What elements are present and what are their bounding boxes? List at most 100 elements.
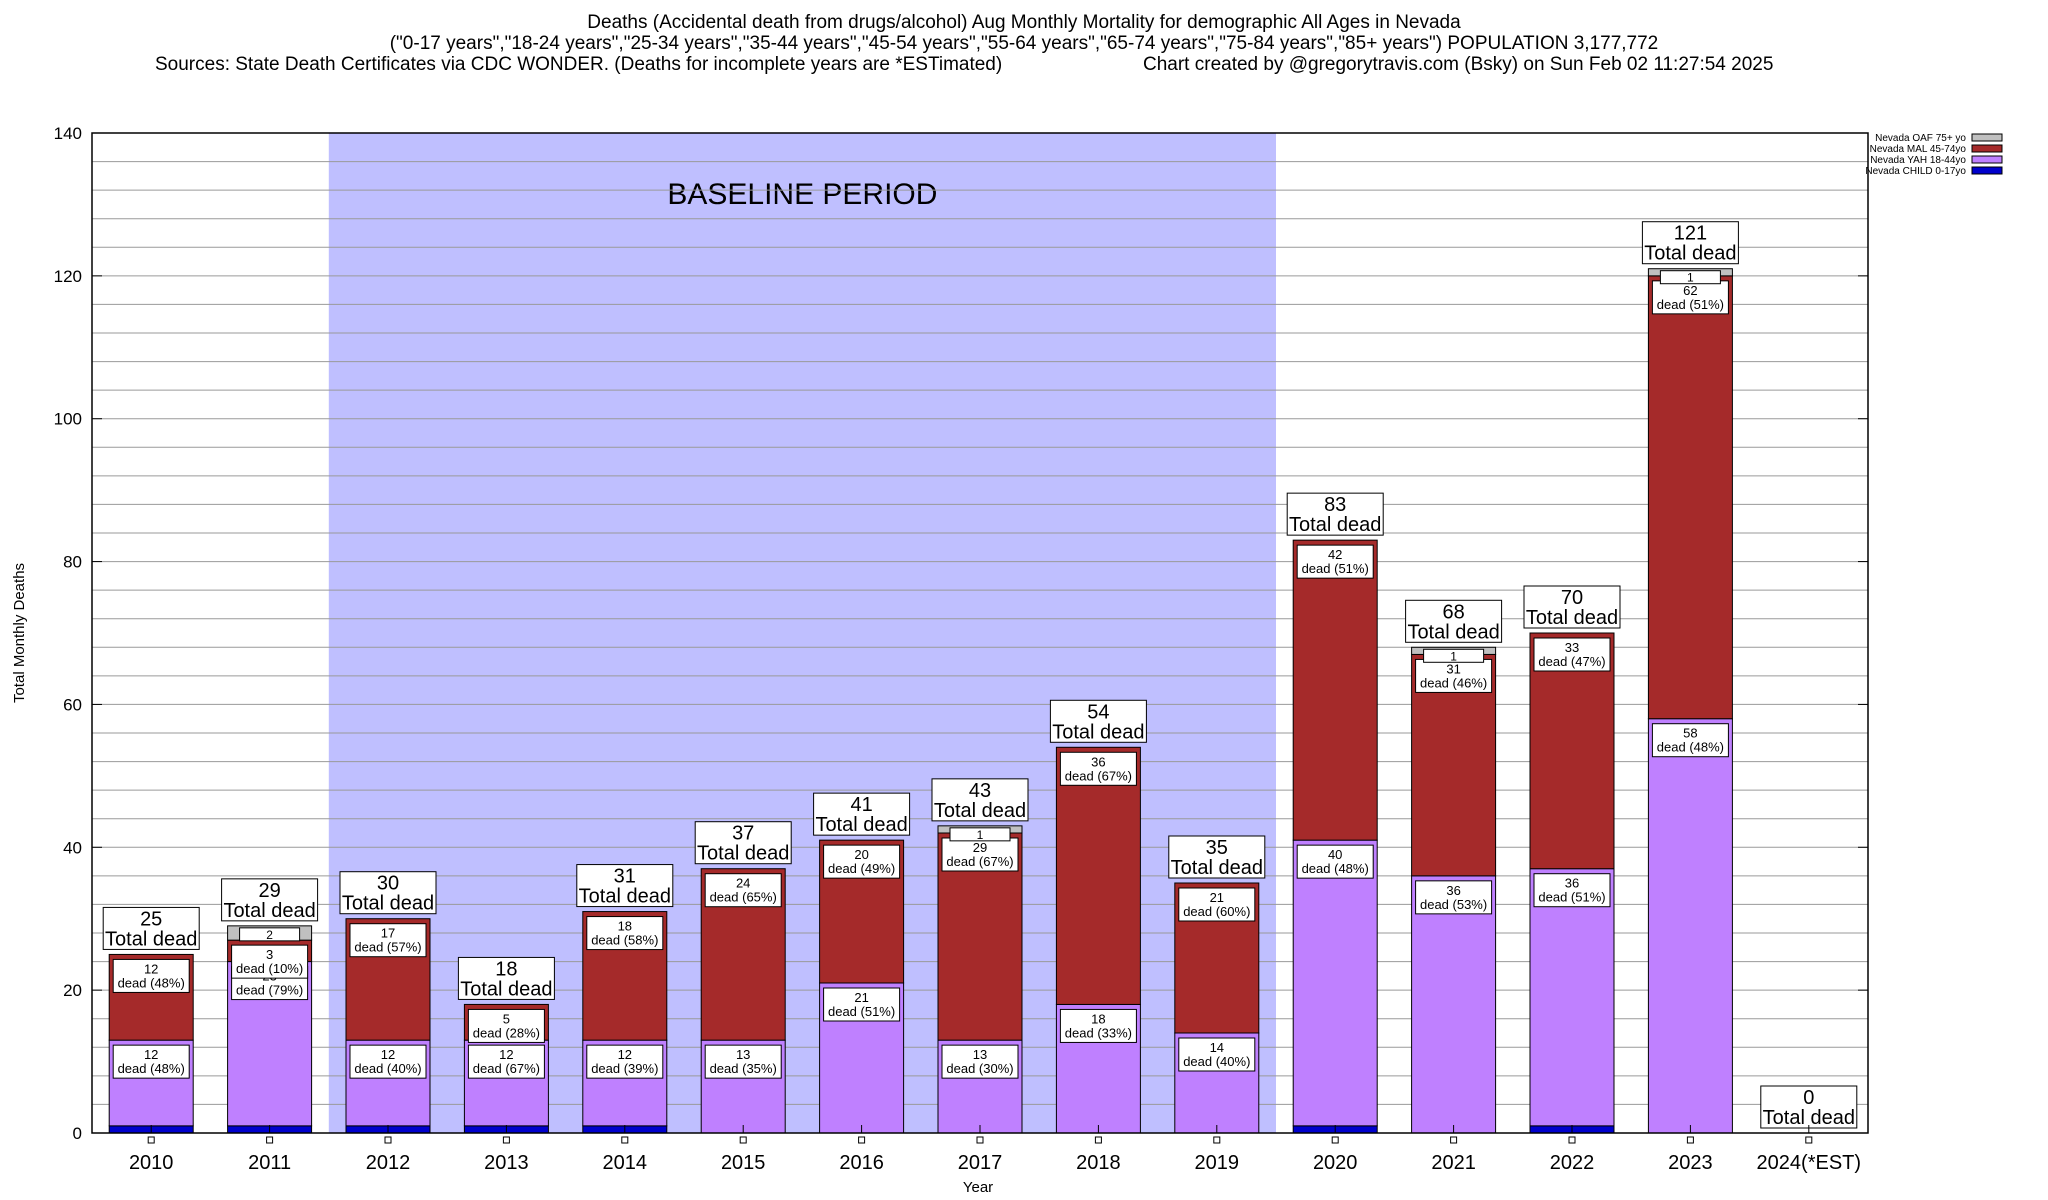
total-label-box xyxy=(339,871,437,915)
y-tick-label: 80 xyxy=(63,553,82,572)
total-label-box xyxy=(1405,599,1503,643)
y-tick-label: 140 xyxy=(54,124,82,143)
yah-label-count: 36 xyxy=(1565,876,1579,891)
legend-swatch xyxy=(1971,155,2003,164)
oaf-label-count: 2 xyxy=(266,928,273,942)
mal-label-box xyxy=(1415,658,1493,693)
x-tick-label: 2011 xyxy=(248,1152,291,1174)
yah-label-box xyxy=(112,1044,190,1079)
x-marker xyxy=(1213,1136,1221,1144)
x-tick-label: 2020 xyxy=(1313,1152,1358,1174)
legend-label: Nevada CHILD 0-17yo xyxy=(1865,166,1966,177)
total-label-text: Total dead xyxy=(223,900,315,922)
x-tick-label: 2012 xyxy=(366,1152,411,1174)
yah-label-pct: dead (51%) xyxy=(828,1004,895,1019)
yah-label-box xyxy=(823,987,901,1022)
yah-label-count: 36 xyxy=(1446,883,1460,898)
x-marker xyxy=(147,1136,155,1144)
chart-title: Deaths (Accidental death from drugs/alco… xyxy=(587,12,1461,33)
total-label-count: 0 xyxy=(1803,1087,1814,1109)
oaf-label-box xyxy=(239,927,301,942)
mal-label-box xyxy=(1178,887,1256,922)
mal-label-pct: dead (58%) xyxy=(591,933,658,948)
legend-label: Nevada OAF 75+ yo xyxy=(1875,133,1966,144)
x-tick-label: 2019 xyxy=(1195,1152,1240,1174)
total-label-box xyxy=(1523,585,1621,629)
oaf-label-count: 1 xyxy=(1450,649,1457,663)
mal-label-count: 5 xyxy=(503,1011,510,1026)
mal-label-count: 20 xyxy=(854,847,868,862)
mal-label-count: 31 xyxy=(1446,661,1460,676)
yah-label-count: 12 xyxy=(144,1047,158,1062)
yah-label-pct: dead (51%) xyxy=(1538,890,1605,905)
yah-label-count: 13 xyxy=(736,1047,750,1062)
x-tick-label: 2015 xyxy=(721,1152,766,1174)
legend-swatch xyxy=(1971,133,2003,142)
legend-swatch xyxy=(1971,166,2003,175)
total-label-count: 68 xyxy=(1442,601,1464,623)
mal-label-box xyxy=(823,844,901,879)
total-label-box xyxy=(221,878,319,922)
yah-label-pct: dead (40%) xyxy=(1183,1054,1250,1069)
yah-label-pct: dead (53%) xyxy=(1420,897,1487,912)
total-label-count: 83 xyxy=(1324,494,1346,516)
mal-label-box xyxy=(704,873,782,908)
oaf-label-box xyxy=(949,827,1011,842)
total-label-box xyxy=(1168,835,1266,879)
x-marker xyxy=(1450,1136,1458,1144)
yah-label-box xyxy=(1533,873,1611,908)
yah-label-pct: dead (48%) xyxy=(1302,861,1369,876)
yah-label-count: 18 xyxy=(1091,1011,1105,1026)
mal-label-pct: dead (47%) xyxy=(1538,654,1605,669)
mal-label-pct: dead (67%) xyxy=(1065,768,1132,783)
x-tick-label: 2018 xyxy=(1076,1152,1121,1174)
mal-label-box xyxy=(467,1008,545,1043)
mal-label-count: 29 xyxy=(973,840,987,855)
x-marker xyxy=(502,1136,510,1144)
x-tick-label: 2023 xyxy=(1668,1152,1713,1174)
yah-label-count: 58 xyxy=(1683,726,1697,741)
yah-segment xyxy=(1411,875,1497,1134)
total-label-box xyxy=(813,792,911,836)
mal-label-count: 3 xyxy=(266,947,273,962)
mal-label-count: 42 xyxy=(1328,547,1342,562)
total-label-count: 35 xyxy=(1206,837,1228,859)
mal-label-pct: dead (67%) xyxy=(946,854,1013,869)
total-label-count: 29 xyxy=(258,880,280,902)
mal-label-box xyxy=(231,944,309,979)
total-label-count: 25 xyxy=(140,908,162,930)
yah-label-box xyxy=(941,1044,1019,1079)
total-label-text: Total dead xyxy=(1526,607,1618,629)
total-label-text: Total dead xyxy=(815,814,907,836)
chart-credit: Chart created by @gregorytravis.com (Bsk… xyxy=(1143,54,1774,75)
yah-label-box xyxy=(1059,1008,1137,1043)
total-label-box xyxy=(1641,221,1739,265)
yah-label-box xyxy=(704,1044,782,1079)
yah-label-pct: dead (39%) xyxy=(591,1061,658,1076)
yah-label-pct: dead (48%) xyxy=(1657,740,1724,755)
total-label-text: Total dead xyxy=(697,843,789,865)
yah-label-pct: dead (30%) xyxy=(946,1061,1013,1076)
mal-label-pct: dead (48%) xyxy=(118,975,185,990)
mal-label-pct: dead (65%) xyxy=(710,890,777,905)
yah-label-box xyxy=(1651,723,1729,758)
total-label-box xyxy=(457,956,555,1000)
x-tick-label: 2017 xyxy=(958,1152,1003,1174)
yah-label-count: 14 xyxy=(1210,1040,1224,1055)
legend-swatch xyxy=(1971,144,2003,153)
mal-label-count: 62 xyxy=(1683,283,1697,298)
oaf-label-count: 1 xyxy=(977,828,984,842)
x-tick-label: 2024(*EST) xyxy=(1757,1152,1862,1174)
mal-label-count: 36 xyxy=(1091,754,1105,769)
yah-label-pct: dead (79%) xyxy=(236,983,303,998)
total-label-count: 18 xyxy=(495,958,517,980)
chart-sources-row: Sources: State Death Certificates via CD… xyxy=(0,54,2048,75)
x-tick-label: 2014 xyxy=(603,1152,648,1174)
total-label-box xyxy=(1760,1085,1858,1129)
yah-label-count: 21 xyxy=(854,990,868,1005)
total-label-count: 37 xyxy=(732,823,754,845)
x-tick-label: 2022 xyxy=(1550,1152,1595,1174)
mal-label-pct: dead (46%) xyxy=(1420,675,1487,690)
x-marker xyxy=(976,1136,984,1144)
